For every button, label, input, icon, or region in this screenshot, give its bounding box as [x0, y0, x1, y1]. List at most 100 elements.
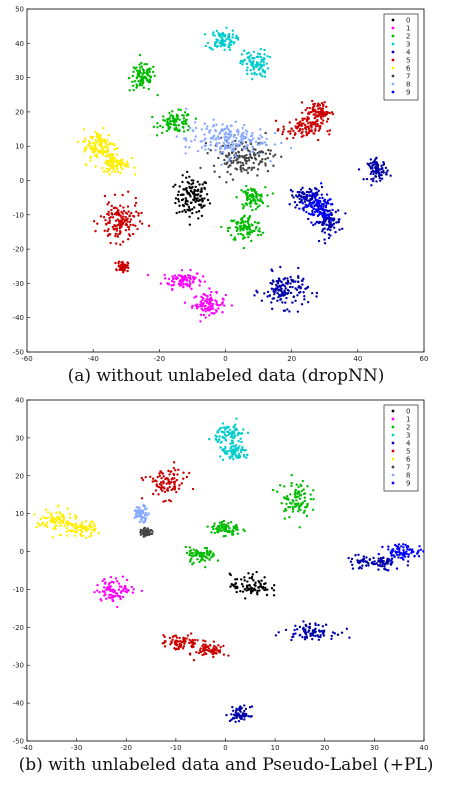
point-class-0	[259, 585, 263, 588]
point-class-2	[239, 232, 243, 236]
point-class-1	[164, 277, 167, 280]
point-class-1	[189, 277, 192, 281]
point-class-7	[243, 156, 246, 160]
point-class-4	[231, 705, 234, 709]
point-class-3	[265, 62, 268, 65]
point-class-4	[305, 190, 309, 194]
point-class-8	[200, 128, 204, 131]
point-class-2	[257, 229, 260, 233]
point-class-2	[169, 114, 172, 118]
point-class-8	[193, 121, 197, 124]
point-class-4	[371, 161, 375, 164]
point-class-4	[255, 289, 258, 293]
point-class-0	[234, 578, 237, 581]
point-class-2	[242, 246, 245, 250]
point-class-2	[133, 80, 137, 83]
point-class-5	[157, 485, 160, 489]
point-class-6	[104, 139, 107, 142]
point-class-9	[317, 213, 321, 217]
point-class-5	[126, 190, 130, 193]
point-class-5	[171, 635, 175, 639]
point-class-5	[161, 489, 164, 493]
point-class-3	[263, 48, 266, 52]
point-class-3	[227, 33, 231, 36]
point-class-2	[302, 511, 306, 514]
point-class-6	[113, 160, 117, 163]
point-class-4	[375, 562, 378, 565]
point-class-1	[194, 304, 197, 307]
point-class-0	[240, 582, 244, 586]
point-class-7	[221, 144, 225, 147]
point-class-2	[217, 524, 220, 528]
point-class-7	[246, 167, 250, 170]
point-class-7	[230, 161, 233, 165]
point-class-0	[263, 588, 266, 592]
point-class-4	[375, 180, 378, 183]
plot-frame	[26, 8, 425, 353]
point-class-5	[134, 224, 137, 228]
point-class-1	[124, 585, 127, 589]
point-class-2	[145, 78, 149, 82]
point-class-8	[205, 127, 208, 131]
point-class-1	[189, 274, 192, 278]
legend-label: 1	[406, 416, 410, 424]
point-class-3	[262, 61, 266, 64]
point-class-4	[292, 196, 295, 199]
legend-marker	[391, 74, 395, 78]
point-class-8	[273, 143, 277, 146]
point-class-5	[297, 130, 301, 133]
point-class-2	[247, 225, 251, 229]
point-class-4	[317, 189, 320, 193]
point-class-5	[160, 484, 163, 487]
point-class-5	[127, 237, 130, 241]
point-class-1	[121, 595, 125, 599]
point-class-4	[321, 228, 325, 231]
point-class-5	[122, 215, 125, 218]
point-class-5	[124, 216, 127, 219]
point-class-4	[317, 623, 320, 627]
point-class-2	[296, 490, 300, 494]
point-class-2	[243, 214, 246, 217]
point-class-2	[309, 497, 313, 501]
point-class-2	[205, 549, 209, 552]
point-class-2	[235, 229, 239, 233]
point-class-4	[357, 168, 361, 171]
point-class-8	[249, 151, 252, 154]
point-class-9	[396, 547, 399, 550]
point-class-4	[375, 164, 379, 167]
point-class-4	[384, 166, 388, 170]
point-class-4	[371, 179, 375, 183]
point-class-2	[146, 68, 149, 71]
y-tick-label: -40	[13, 700, 24, 708]
point-class-8	[234, 153, 237, 157]
legend-label: 9	[406, 89, 410, 97]
point-class-0	[264, 582, 267, 585]
point-class-3	[220, 36, 224, 39]
point-class-8	[225, 138, 228, 141]
point-class-3	[239, 450, 243, 454]
point-class-4	[301, 186, 304, 190]
point-class-1	[122, 587, 125, 591]
point-class-2	[153, 74, 156, 78]
point-class-5	[222, 644, 225, 648]
point-class-6	[42, 515, 45, 519]
point-class-2	[195, 552, 199, 555]
point-class-1	[215, 300, 218, 304]
point-class-9	[387, 545, 390, 548]
point-class-5	[102, 216, 106, 219]
point-class-3	[230, 432, 234, 435]
point-class-2	[223, 529, 226, 533]
point-class-3	[246, 453, 249, 456]
point-class-2	[143, 75, 147, 79]
point-class-8	[144, 511, 148, 515]
point-class-1	[177, 282, 181, 286]
point-class-1	[193, 296, 196, 299]
point-class-8	[138, 509, 142, 513]
point-class-5	[212, 640, 216, 643]
point-class-5	[292, 129, 295, 133]
point-class-6	[113, 170, 117, 173]
point-class-4	[296, 628, 299, 631]
point-class-0	[270, 587, 274, 590]
point-class-4	[284, 301, 287, 304]
point-class-0	[193, 188, 196, 192]
